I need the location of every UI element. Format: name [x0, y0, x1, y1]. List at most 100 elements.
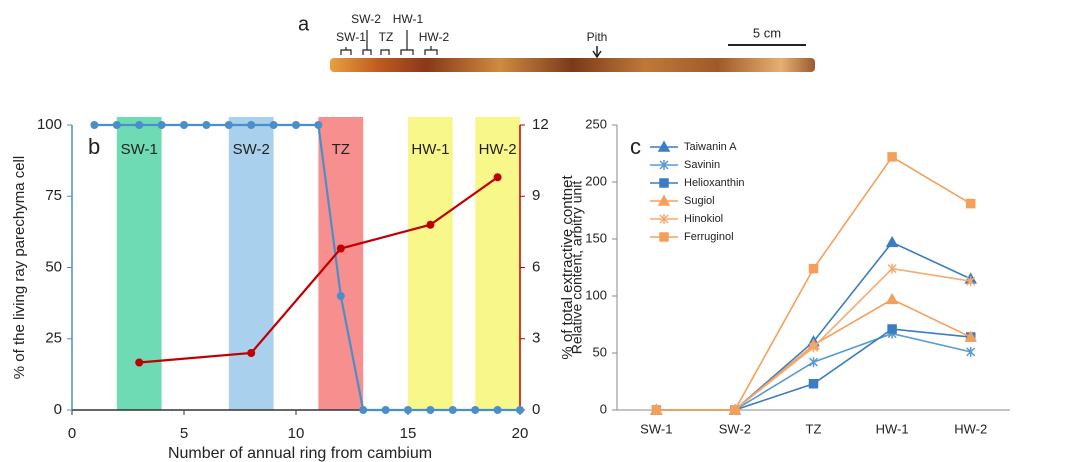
- pith-label: Pith: [587, 30, 608, 44]
- point: [336, 292, 345, 300]
- legend-marker: [659, 178, 669, 188]
- scale-label: 5 cm: [753, 25, 781, 40]
- band-label: HW-2: [479, 141, 517, 158]
- y-tick-label: 100: [585, 287, 607, 302]
- x-axis-label: Number of annual ring from cambium: [168, 445, 432, 462]
- point: [448, 406, 457, 414]
- point: [808, 342, 819, 353]
- y2-tick-label: 9: [532, 187, 540, 204]
- y-tick-label: 50: [593, 344, 607, 359]
- legend-label: Helioxanthin: [684, 177, 745, 189]
- band: [408, 117, 453, 410]
- point: [269, 121, 278, 129]
- point: [808, 357, 819, 368]
- point: [314, 121, 323, 129]
- panel-c: 0 50 100 150 200 250 SW-1 SW-2 TZ HW-1 HW-2 Taiwani…: [569, 116, 1010, 436]
- point: [135, 358, 144, 367]
- point: [965, 198, 976, 209]
- point: [247, 121, 256, 129]
- y-tick-label: 25: [45, 330, 62, 347]
- x-tick-label: HW-1: [876, 421, 909, 436]
- wood-strip: [330, 58, 815, 72]
- y2-tick-label: 12: [532, 116, 549, 133]
- point: [808, 263, 819, 274]
- point: [966, 276, 976, 287]
- point: [247, 349, 256, 357]
- panel-label: b: [88, 134, 100, 159]
- point: [359, 406, 368, 414]
- legend-label: Taiwanin A: [684, 141, 737, 153]
- x-tick-label: 5: [180, 425, 188, 442]
- point: [966, 346, 976, 357]
- band-label: TZ: [332, 141, 350, 158]
- y-tick-label: 150: [585, 230, 607, 245]
- point: [202, 121, 211, 129]
- legend-label: Savinin: [684, 159, 720, 171]
- point: [730, 405, 740, 415]
- x-tick-label: SW-2: [719, 421, 751, 436]
- y-tick-label: 50: [45, 258, 62, 275]
- point: [887, 152, 897, 162]
- panel-a: a SW-1 SW-2 TZ HW-1 HW-2 Pith 5 cm: [298, 12, 815, 72]
- zone-label: SW-2: [351, 12, 381, 26]
- x-tick-label: 15: [400, 425, 417, 442]
- point: [90, 121, 99, 129]
- point: [887, 263, 897, 274]
- zone-label: HW-2: [419, 30, 450, 44]
- pith-arrow: [592, 46, 602, 59]
- y-tick-label: 250: [585, 116, 607, 131]
- point: [336, 244, 345, 253]
- point: [516, 406, 524, 414]
- point: [471, 406, 480, 414]
- point: [808, 379, 819, 389]
- y-tick-label: 200: [585, 173, 607, 188]
- point: [885, 235, 899, 248]
- point: [887, 324, 897, 334]
- legend-label: Hinokiol: [684, 213, 723, 225]
- point: [180, 121, 188, 129]
- y-tick-label: 75: [45, 187, 62, 204]
- point: [885, 292, 899, 305]
- zone-label: SW-1: [336, 30, 366, 44]
- legend-label: Ferruginol: [684, 231, 734, 243]
- x-tick-label: 0: [68, 425, 76, 442]
- series-line: [656, 298, 972, 411]
- point: [426, 406, 435, 414]
- y-tick-label: 0: [54, 401, 62, 418]
- zone-label: TZ: [379, 30, 394, 44]
- point: [381, 406, 390, 414]
- legend-marker: [657, 194, 671, 206]
- point: [493, 406, 502, 414]
- point: [157, 121, 166, 129]
- band: [318, 117, 364, 410]
- legend-marker: [657, 140, 671, 152]
- x-tick-label: TZ: [806, 421, 822, 436]
- legend-marker: [659, 160, 669, 170]
- zone-brackets: [340, 30, 438, 55]
- legend-marker: [659, 232, 669, 242]
- x-tick-label: 20: [512, 425, 529, 442]
- point: [426, 220, 435, 229]
- zone-label: HW-1: [393, 12, 424, 26]
- y2-tick-label: 6: [532, 258, 540, 275]
- x-tick-label: HW-2: [954, 421, 987, 436]
- y2-tick-label: 0: [532, 401, 540, 418]
- x-tick-label: 10: [288, 425, 305, 442]
- point: [112, 121, 121, 129]
- point: [404, 406, 412, 414]
- y-tick-label: 0: [600, 401, 607, 416]
- band-label: SW-2: [233, 141, 270, 158]
- y2-axis-label: % of total extractive contnet: [559, 175, 576, 360]
- point: [292, 121, 300, 129]
- band: [228, 117, 274, 410]
- point: [964, 330, 977, 342]
- band-label: SW-1: [121, 141, 158, 158]
- point: [651, 405, 662, 415]
- y-tick-label: 100: [37, 116, 62, 133]
- panel-label: c: [630, 134, 641, 159]
- legend-marker: [659, 214, 669, 224]
- panel-label: a: [298, 13, 310, 35]
- y-axis-label: % of the living ray parechyma cell: [11, 156, 28, 379]
- panel-b: SW-1 SW-2 TZ HW-1 HW-20 5 10 15 2002550751000369…: [11, 116, 576, 462]
